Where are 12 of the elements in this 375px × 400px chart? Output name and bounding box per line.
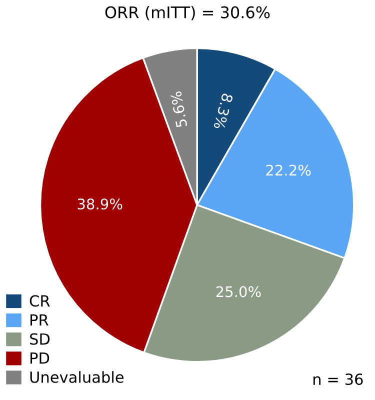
data-label: 22.2%: [266, 164, 311, 176]
data-label: 25.0%: [216, 286, 261, 298]
legend-label: SD: [30, 333, 50, 345]
text: n = 36: [314, 373, 363, 386]
legend-label: PD: [30, 352, 50, 364]
data-label: 38.9%: [78, 198, 122, 210]
legend-label: CR: [30, 295, 50, 307]
legend-label: PR: [30, 314, 48, 326]
chart-title: ORR (mITT) = 30.6%: [105, 6, 270, 20]
data-label: 8.3%: [213, 93, 234, 130]
data-label: 5.6%: [170, 91, 188, 128]
legend-label: Unevaluable: [30, 371, 124, 383]
